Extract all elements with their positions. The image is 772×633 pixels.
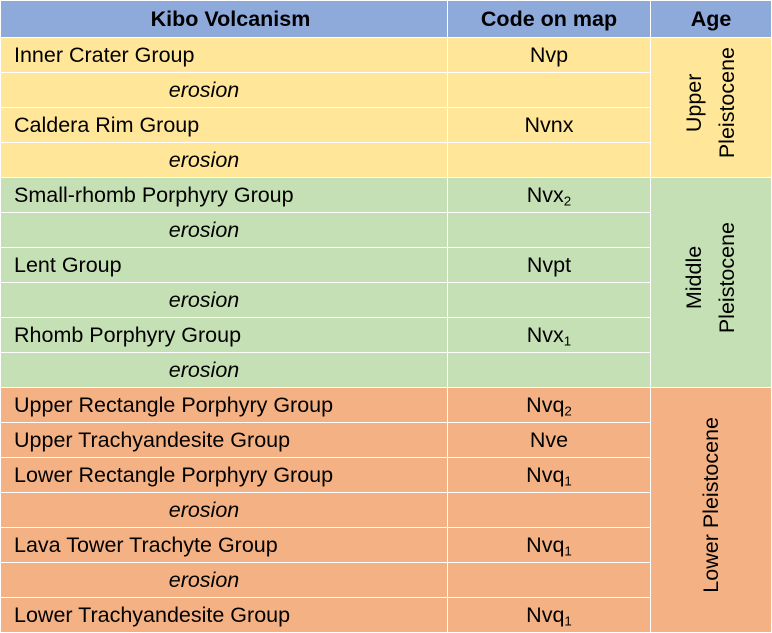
table-row: erosion: [0, 352, 772, 388]
map-code: Nvq1: [447, 457, 651, 493]
map-code: Nvnx: [447, 107, 651, 143]
map-code: [447, 562, 651, 598]
unit-name: Upper Rectangle Porphyry Group: [0, 387, 448, 423]
erosion-label: erosion: [0, 142, 448, 178]
age-middle-pleistocene: Middle Pleistocene: [650, 177, 772, 388]
unit-name: Upper Trachyandesite Group: [0, 422, 448, 458]
map-code: Nvp: [447, 37, 651, 73]
map-code: [447, 142, 651, 178]
map-code: Nvpt: [447, 247, 651, 283]
map-code: Nvx2: [447, 177, 651, 213]
header-row: Kibo Volcanism Code on map Age: [0, 0, 772, 38]
erosion-label: erosion: [0, 212, 448, 248]
map-code: Nvq2: [447, 387, 651, 423]
erosion-label: erosion: [0, 562, 448, 598]
table-row: erosion: [0, 282, 772, 318]
map-code: [447, 72, 651, 108]
table-row: Rhomb Porphyry Group Nvx1: [0, 317, 772, 353]
unit-name: Lower Trachyandesite Group: [0, 597, 448, 633]
map-code: [447, 212, 651, 248]
map-code: [447, 352, 651, 388]
table-row: Inner Crater Group Nvp Upper Pleistocene: [0, 37, 772, 178]
table-row: Small-rhomb Porphyry Group Nvx2 Middle Pl…: [0, 177, 772, 388]
unit-name: Rhomb Porphyry Group: [0, 317, 448, 353]
map-code: Nvq1: [447, 527, 651, 563]
unit-name: Caldera Rim Group: [0, 107, 448, 143]
unit-name: Lava Tower Trachyte Group: [0, 527, 448, 563]
table-row: Lava Tower Trachyte Group Nvq1: [0, 527, 772, 563]
map-code: [447, 282, 651, 318]
unit-name: Lent Group: [0, 247, 448, 283]
erosion-label: erosion: [0, 72, 448, 108]
table-row: Upper Trachyandesite Group Nve: [0, 422, 772, 458]
age-lower-pleistocene: Lower Pleistocene: [650, 387, 772, 633]
header-age: Age: [650, 0, 772, 38]
unit-name: Lower Rectangle Porphyry Group: [0, 457, 448, 493]
erosion-label: erosion: [0, 282, 448, 318]
unit-name: Inner Crater Group: [0, 37, 448, 73]
map-code: Nvx1: [447, 317, 651, 353]
table-row: erosion: [0, 562, 772, 598]
header-code: Code on map: [447, 0, 651, 38]
map-code: [447, 492, 651, 528]
unit-name: Small-rhomb Porphyry Group: [0, 177, 448, 213]
table-row: Lent Group Nvpt: [0, 247, 772, 283]
erosion-label: erosion: [0, 492, 448, 528]
erosion-label: erosion: [0, 352, 448, 388]
table-row: erosion: [0, 492, 772, 528]
table-row: erosion: [0, 72, 772, 108]
table-row: Caldera Rim Group Nvnx: [0, 107, 772, 143]
map-code: Nvq1: [447, 597, 651, 633]
age-upper-pleistocene: Upper Pleistocene: [650, 37, 772, 178]
table-row: Lower Rectangle Porphyry Group Nvq1: [0, 457, 772, 493]
table-row: Upper Rectangle Porphyry Group Nvq2 Lowe…: [0, 387, 772, 633]
header-unit: Kibo Volcanism: [0, 0, 448, 38]
table-row: erosion: [0, 142, 772, 178]
map-code: Nve: [447, 422, 651, 458]
table-row: Lower Trachyandesite Group Nvq1: [0, 597, 772, 633]
